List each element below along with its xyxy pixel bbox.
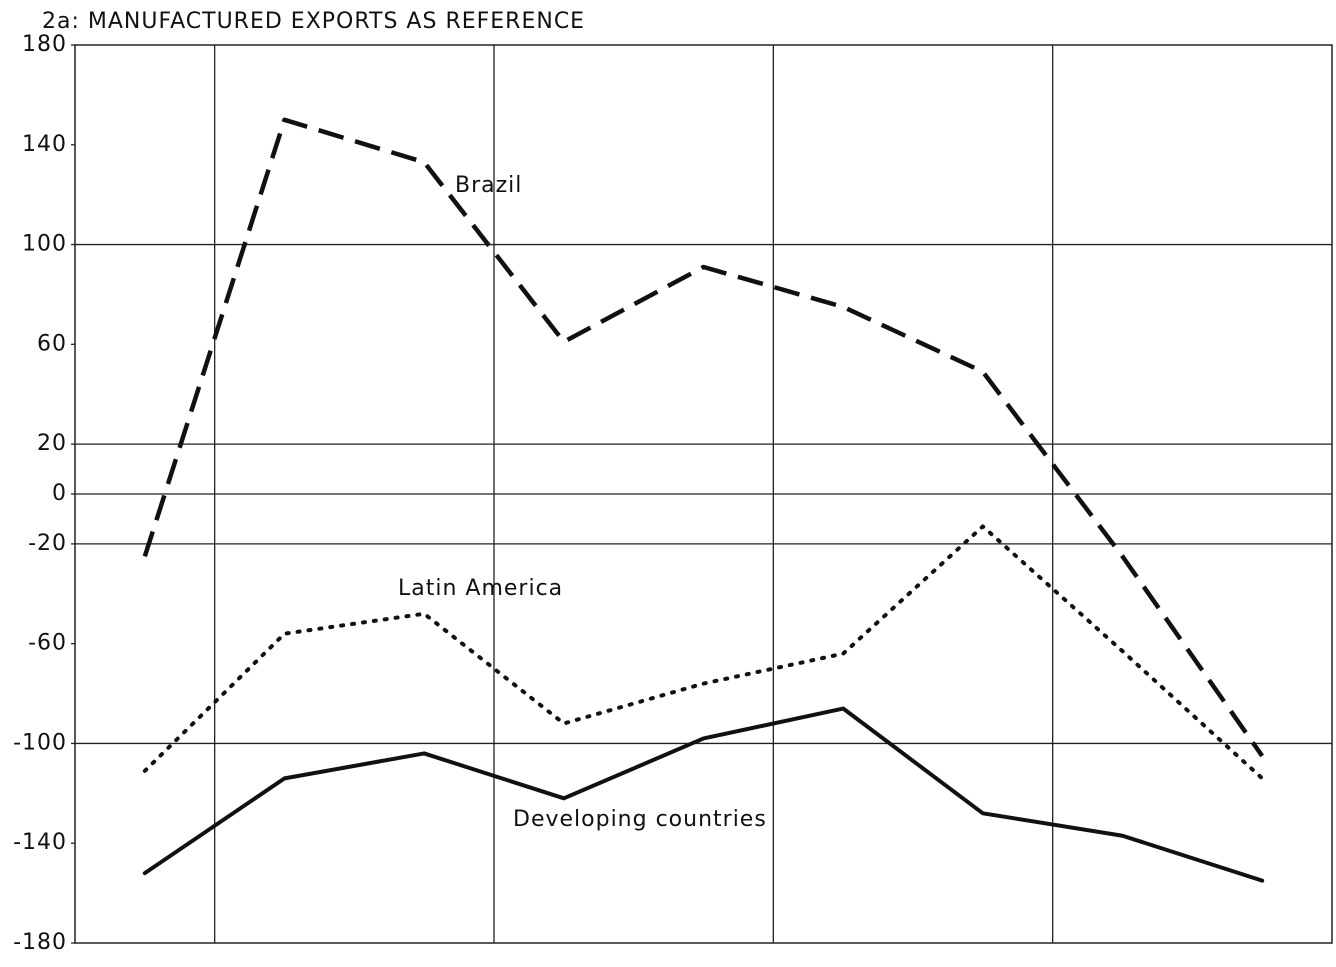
chart-title: 2a: MANUFACTURED EXPORTS AS REFERENCE: [42, 9, 585, 34]
y-tick-label: -100: [13, 730, 67, 755]
y-tick-label: -20: [28, 531, 67, 556]
y-tick-label: 180: [22, 32, 67, 57]
y-tick-label: -140: [13, 830, 67, 855]
series-line: [142, 117, 1265, 758]
y-tick-label: 0: [52, 481, 67, 506]
y-tick-label: 100: [22, 232, 67, 257]
y-tick-label: 20: [37, 431, 67, 456]
series-line: [142, 706, 1265, 883]
y-tick-label: 60: [37, 331, 67, 356]
series-label: Latin America: [398, 576, 563, 601]
y-tick-label: -60: [28, 631, 67, 656]
series-label: Developing countries: [513, 807, 767, 832]
series-line: [142, 524, 1265, 781]
y-tick-label: 140: [22, 132, 67, 157]
y-tick-label: -180: [13, 930, 67, 955]
series-label: Brazil: [455, 173, 522, 198]
